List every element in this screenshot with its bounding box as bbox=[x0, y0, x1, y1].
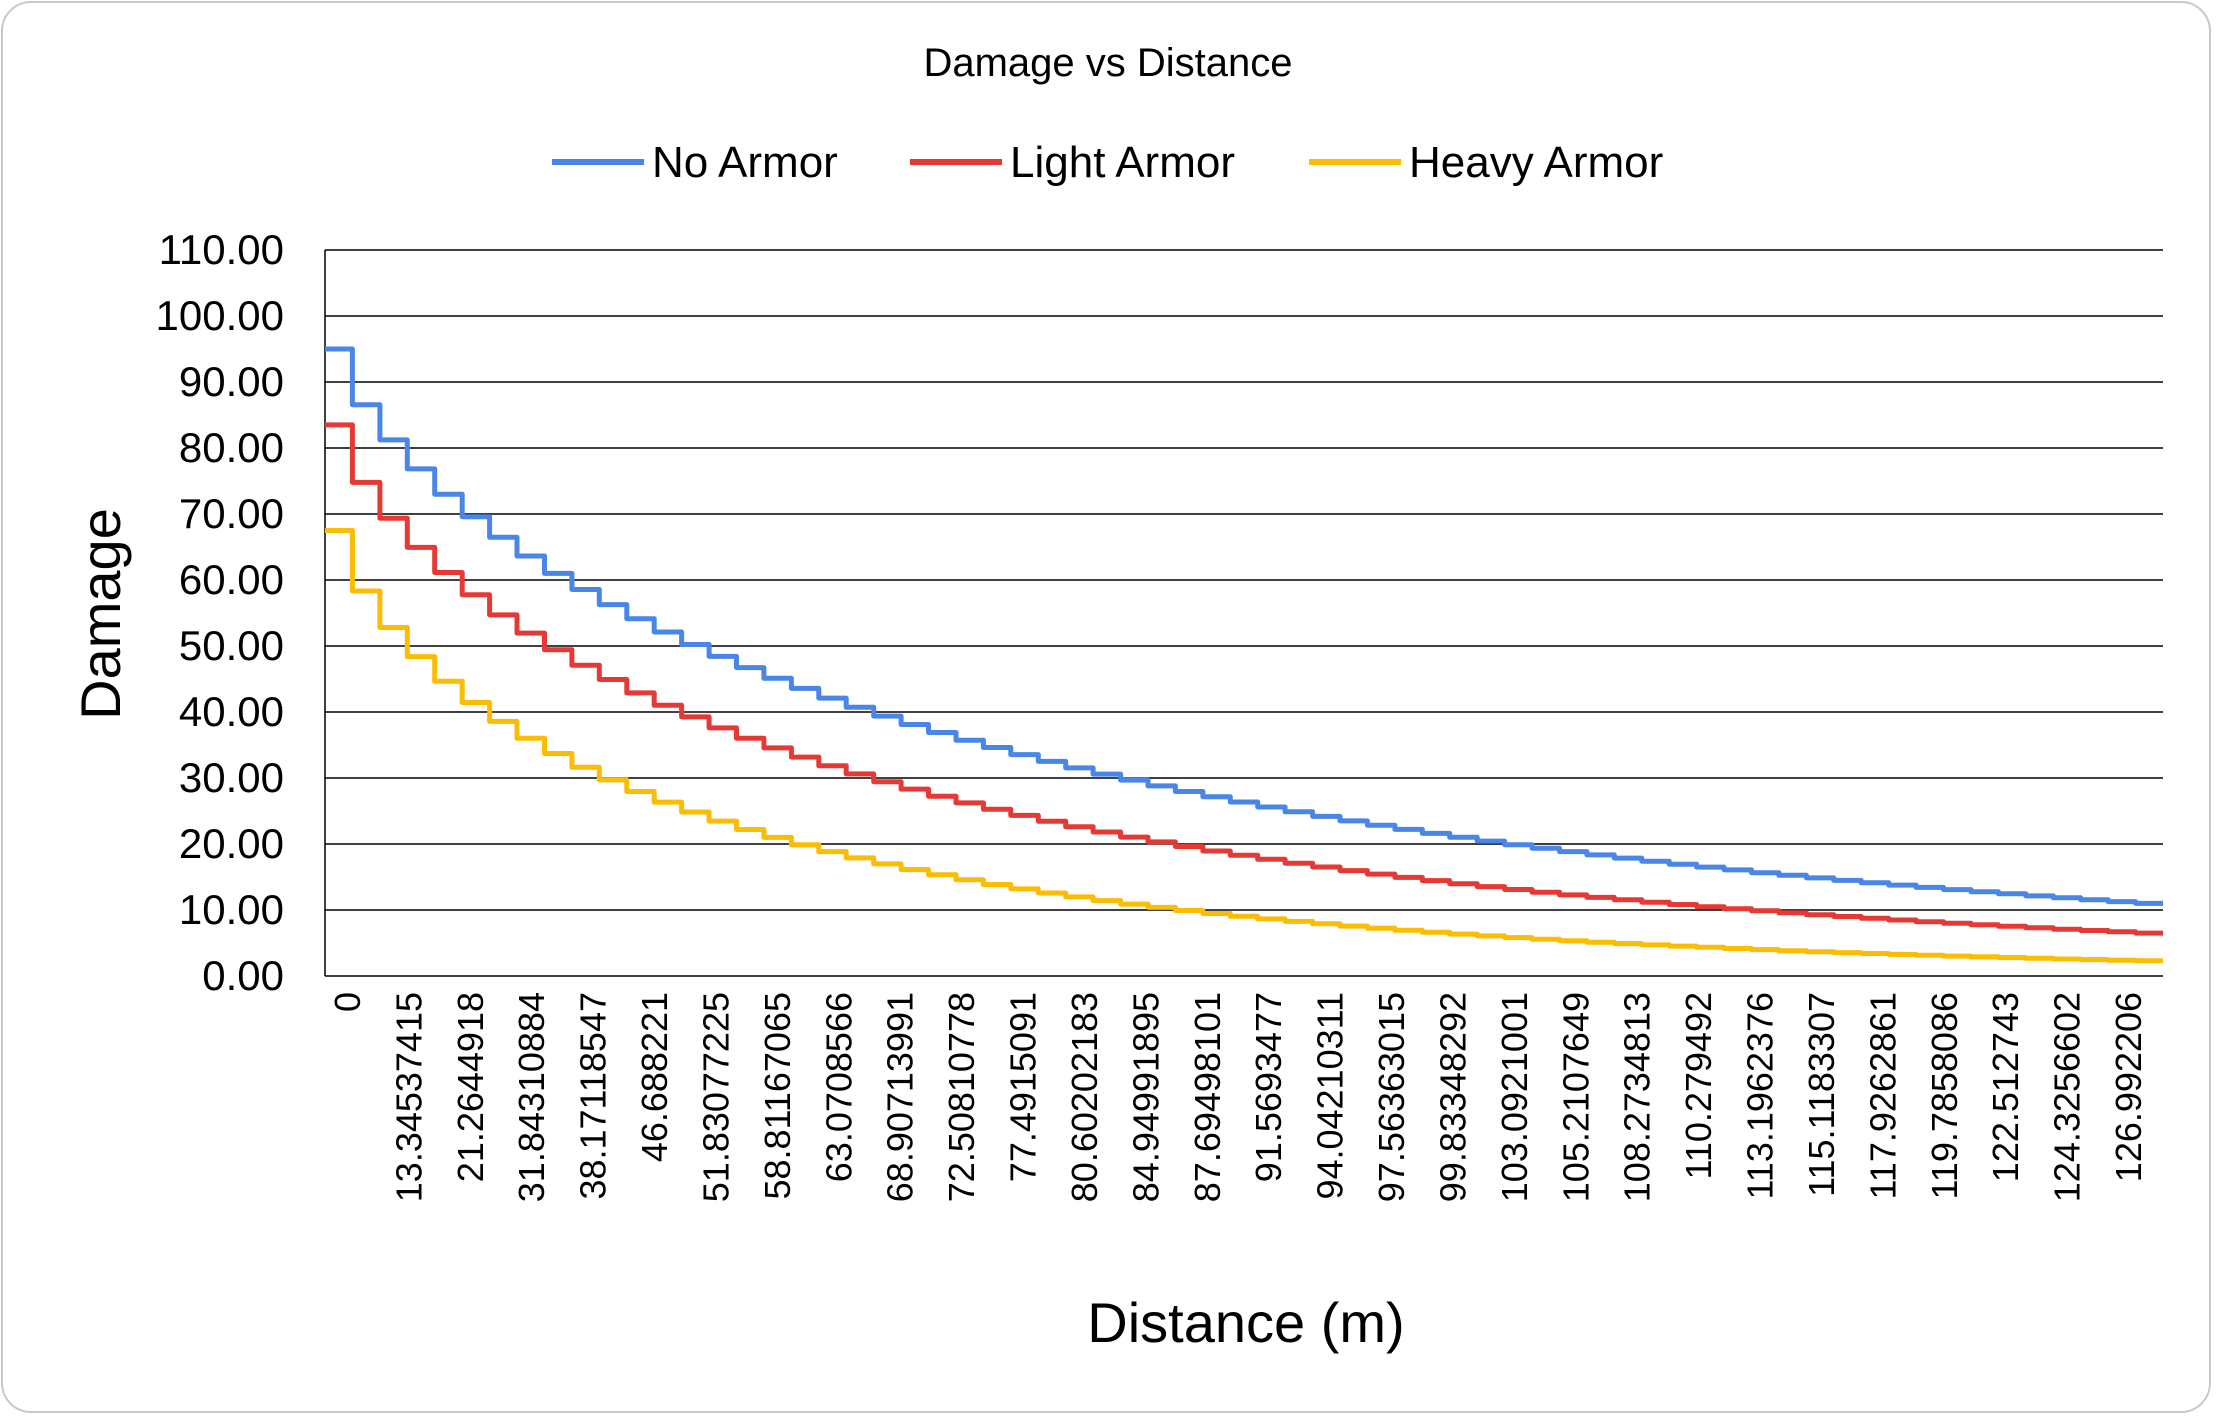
legend-label: Light Armor bbox=[1010, 138, 1235, 187]
x-tick-label: 91.5693477 bbox=[1248, 992, 1289, 1182]
x-tick-label: 72.50810778 bbox=[941, 992, 982, 1202]
series-line-heavy-armor bbox=[325, 528, 2163, 964]
x-tick-label: 13.34537415 bbox=[388, 992, 429, 1202]
series-line-light-armor bbox=[325, 422, 2163, 936]
y-tick-label: 30.00 bbox=[179, 754, 284, 801]
y-tick-label: 10.00 bbox=[179, 886, 284, 933]
x-axis-ticks: 0 13.34537415 21.2644918 31.84310884 38.1711… bbox=[327, 992, 2149, 1202]
legend: No Armor Light Armor Heavy Armor bbox=[552, 138, 1663, 187]
x-tick-label: 77.4915091 bbox=[1003, 992, 1044, 1182]
x-tick-label: 119.7858086 bbox=[1924, 992, 1965, 1200]
y-axis-ticks: 0.00 10.00 20.00 30.00 40.00 50.00 60.00 70.00 8… bbox=[156, 226, 284, 999]
y-tick-label: 90.00 bbox=[179, 358, 284, 405]
x-tick-label: 103.0921001 bbox=[1494, 992, 1535, 1202]
x-tick-label: 21.2644918 bbox=[450, 992, 491, 1182]
x-tick-label: 84.94991895 bbox=[1125, 992, 1166, 1202]
x-tick-label: 46.688221 bbox=[634, 992, 675, 1162]
x-tick-label: 122.512743 bbox=[1985, 992, 2026, 1182]
y-axis-label: Damage bbox=[69, 508, 132, 720]
x-tick-label: 99.83348292 bbox=[1432, 992, 1473, 1202]
x-tick-label: 113.1962376 bbox=[1740, 992, 1781, 1200]
series-line-no-armor bbox=[325, 346, 2163, 906]
x-tick-label: 124.3256602 bbox=[2047, 992, 2088, 1202]
x-tick-label: 108.2734813 bbox=[1617, 992, 1658, 1202]
x-tick-label: 0 bbox=[327, 992, 368, 1012]
x-tick-label: 58.81167065 bbox=[757, 992, 798, 1200]
y-tick-label: 70.00 bbox=[179, 490, 284, 537]
y-tick-label: 50.00 bbox=[179, 622, 284, 669]
x-tick-label: 105.2107649 bbox=[1555, 992, 1596, 1202]
y-tick-label: 20.00 bbox=[179, 820, 284, 867]
x-tick-label: 110.279492 bbox=[1678, 992, 1719, 1180]
x-tick-label: 31.84310884 bbox=[511, 992, 552, 1202]
x-tick-label: 80.60202183 bbox=[1064, 992, 1105, 1202]
y-tick-label: 60.00 bbox=[179, 556, 284, 603]
x-axis-label: Distance (m) bbox=[1087, 1291, 1404, 1354]
y-tick-label: 100.00 bbox=[156, 292, 284, 339]
grid bbox=[324, 249, 2163, 977]
y-tick-label: 40.00 bbox=[179, 688, 284, 735]
y-tick-label: 80.00 bbox=[179, 424, 284, 471]
x-tick-label: 115.1183307 bbox=[1801, 992, 1842, 1197]
x-tick-label: 63.0708566 bbox=[818, 992, 859, 1182]
series-lines bbox=[325, 346, 2163, 964]
y-tick-label: 110.00 bbox=[159, 226, 284, 273]
x-tick-label: 51.83077225 bbox=[695, 992, 736, 1202]
y-tick-label: 0.00 bbox=[202, 952, 284, 999]
x-tick-label: 68.90713991 bbox=[880, 992, 921, 1202]
x-tick-label: 38.17118547 bbox=[573, 992, 614, 1200]
legend-label: No Armor bbox=[652, 138, 838, 187]
x-tick-label: 117.9262861 bbox=[1862, 992, 1903, 1200]
x-tick-label: 126.992206 bbox=[2108, 992, 2149, 1182]
legend-label: Heavy Armor bbox=[1409, 138, 1663, 187]
x-tick-label: 97.56363015 bbox=[1371, 992, 1412, 1202]
chart-title: Damage vs Distance bbox=[923, 41, 1292, 85]
x-tick-label: 94.04210311 bbox=[1310, 992, 1351, 1200]
x-tick-label: 87.69498101 bbox=[1187, 992, 1228, 1202]
